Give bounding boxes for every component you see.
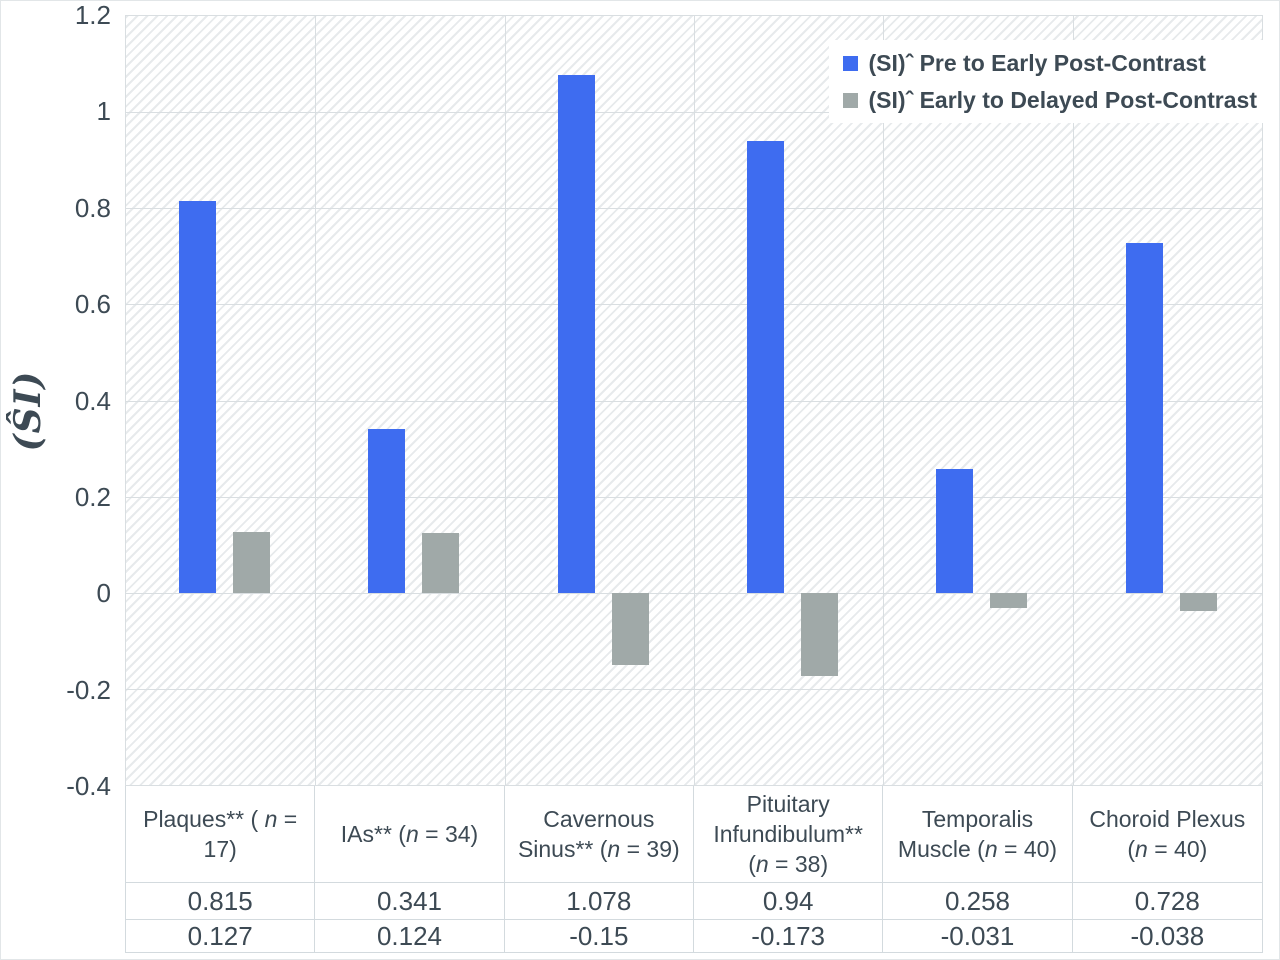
category-column xyxy=(315,16,504,785)
bar-pre-to-early xyxy=(747,140,784,593)
bar-pre-to-early xyxy=(557,74,595,593)
y-tick-label: 0 xyxy=(96,578,111,609)
category-separator xyxy=(504,16,506,785)
category-separator xyxy=(883,16,885,785)
legend-item: (SI)ˆ Early to Delayed Post-Contrast xyxy=(843,85,1257,115)
value-cell: 1.078 xyxy=(504,882,694,919)
bar-early-to-delayed xyxy=(422,533,460,593)
legend-swatch-icon xyxy=(843,92,859,108)
y-tick-label: 0.6 xyxy=(74,289,111,320)
y-tick-label: 0.4 xyxy=(74,385,111,416)
category-column xyxy=(126,16,315,785)
y-tick-label: 1.2 xyxy=(74,0,111,30)
category-label-cell: Cavernous Sinus** (n = 39) xyxy=(505,786,694,882)
value-cell: -0.173 xyxy=(693,919,884,952)
category-label-cell: Pituitary Infundibulum** (n = 38) xyxy=(694,786,884,882)
value-cell: 0.258 xyxy=(883,882,1073,919)
category-column xyxy=(694,16,883,785)
legend-label: (SI)ˆ Pre to Early Post-Contrast xyxy=(868,49,1206,76)
legend-item: (SI)ˆ Pre to Early Post-Contrast xyxy=(843,48,1257,78)
category-column xyxy=(1073,16,1262,785)
bar-early-to-delayed xyxy=(611,592,649,665)
bar-pre-to-early xyxy=(179,201,216,593)
category-label-cell: Choroid Plexus (n = 40) xyxy=(1089,806,1246,862)
value-cell: 0.127 xyxy=(126,919,316,952)
legend-label: (SI)ˆ Early to Delayed Post-Contrast xyxy=(868,86,1257,113)
plot-area: (SI)ˆ Pre to Early Post-Contrast (SI)ˆ Ea… xyxy=(125,15,1275,786)
legend-swatch-icon xyxy=(843,55,859,71)
value-cell: -0.031 xyxy=(883,919,1073,952)
category-column xyxy=(505,16,694,785)
bar-early-to-delayed xyxy=(1179,592,1217,611)
category-label-cell: IAs** (n = 34) xyxy=(315,786,505,882)
bar-early-to-delayed xyxy=(990,592,1028,608)
value-cell: 0.94 xyxy=(693,882,884,919)
y-tick-label: 0.2 xyxy=(74,481,111,512)
value-cell: -0.038 xyxy=(1072,919,1262,952)
y-tick-label: -0.2 xyxy=(66,674,111,705)
value-cell: 0.815 xyxy=(126,882,316,919)
category-separator xyxy=(694,16,695,785)
y-tick-label: -0.4 xyxy=(66,771,111,801)
category-label-cell: Plaques** ( n = 17) xyxy=(126,786,316,882)
bar-pre-to-early xyxy=(1125,242,1163,593)
bar-pre-to-early xyxy=(368,428,406,593)
y-tick-label: 1 xyxy=(96,96,111,127)
value-cell: 0.124 xyxy=(315,919,505,952)
legend: (SI)ˆ Pre to Early Post-Contrast (SI)ˆ Ea… xyxy=(829,40,1275,123)
category-separator xyxy=(1072,16,1074,785)
category-column xyxy=(883,16,1072,785)
value-cell: 0.728 xyxy=(1072,882,1262,919)
category-label-cell: Temporalis Muscle (n = 40) xyxy=(883,786,1073,882)
bar-early-to-delayed xyxy=(232,531,270,593)
value-cell: -0.15 xyxy=(504,919,694,952)
category-separator xyxy=(315,16,317,785)
y-tick-label: 0.8 xyxy=(74,192,111,223)
value-cell: 0.341 xyxy=(315,882,505,919)
bar-early-to-delayed xyxy=(800,592,838,676)
data-table: Plaques** ( n = 17) IAs** (n = 34) Caverno… xyxy=(125,786,1263,953)
bar-pre-to-early xyxy=(936,468,974,593)
